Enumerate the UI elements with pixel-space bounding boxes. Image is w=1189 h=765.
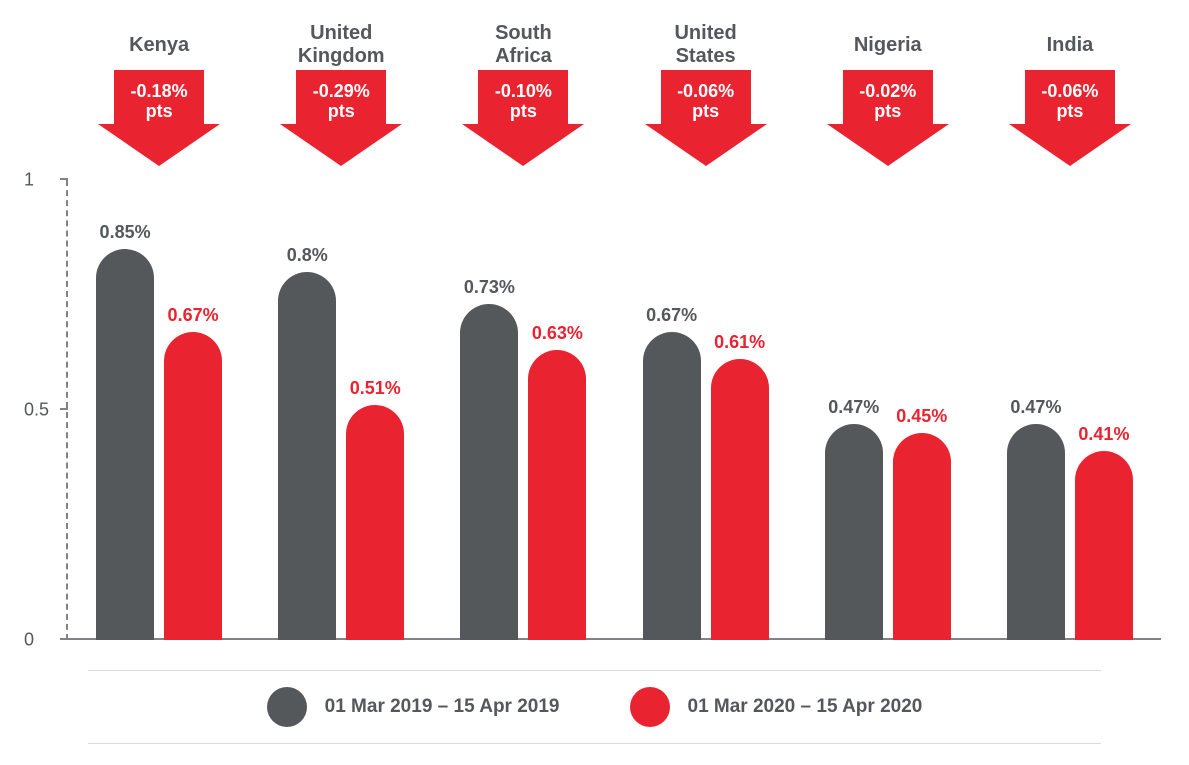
delta-text: -0.02%pts — [827, 82, 949, 122]
y-tick-label: 1 — [24, 170, 34, 191]
delta-value: -0.10% — [495, 81, 552, 101]
bar-chart: Kenya -0.18%pts United Kingdom -0.29%pts… — [18, 20, 1171, 650]
bar-label: 0.63% — [532, 323, 583, 344]
y-tick-mark — [60, 408, 68, 410]
legend-divider — [88, 670, 1101, 671]
bar-label: 0.45% — [896, 406, 947, 427]
delta-value: -0.02% — [859, 81, 916, 101]
legend-item: 01 Mar 2019 – 15 Apr 2019 — [267, 687, 560, 727]
bar-label: 0.67% — [168, 305, 219, 326]
bar-2020: 0.51% — [346, 405, 404, 640]
delta-value: -0.06% — [1041, 81, 1098, 101]
header-cell: United Kingdom -0.29%pts — [250, 20, 432, 172]
delta-unit: pts — [1056, 101, 1083, 121]
legend-item: 01 Mar 2020 – 15 Apr 2020 — [630, 687, 923, 727]
bar-2019: 0.85% — [96, 249, 154, 640]
y-tick-mark — [60, 638, 68, 640]
delta-text: -0.06%pts — [1009, 82, 1131, 122]
bar-label: 0.67% — [646, 305, 697, 326]
delta-value: -0.18% — [131, 81, 188, 101]
bar-2020: 0.61% — [711, 359, 769, 640]
chart-header-row: Kenya -0.18%pts United Kingdom -0.29%pts… — [68, 20, 1161, 172]
header-cell: India -0.06%pts — [979, 20, 1161, 172]
legend-label: 01 Mar 2020 – 15 Apr 2020 — [688, 696, 923, 718]
legend-swatch-icon — [267, 687, 307, 727]
country-label: India — [1047, 20, 1094, 70]
bar-group: 0.47% 0.41% — [979, 180, 1161, 640]
bar-2019: 0.73% — [460, 304, 518, 640]
bar-label: 0.41% — [1078, 424, 1129, 445]
delta-unit: pts — [874, 101, 901, 121]
bar-2019: 0.47% — [825, 424, 883, 640]
bar-label: 0.61% — [714, 332, 765, 353]
delta-text: -0.10%pts — [462, 82, 584, 122]
header-cell: United States -0.06%pts — [615, 20, 797, 172]
country-label: United States — [674, 20, 736, 70]
chart-legend: 01 Mar 2019 – 15 Apr 2019 01 Mar 2020 – … — [88, 670, 1101, 744]
bar-2019: 0.67% — [643, 332, 701, 640]
delta-value: -0.06% — [677, 81, 734, 101]
delta-arrow: -0.10%pts — [462, 70, 584, 166]
header-cell: South Africa -0.10%pts — [432, 20, 614, 172]
delta-unit: pts — [510, 101, 537, 121]
delta-unit: pts — [692, 101, 719, 121]
bar-group: 0.85% 0.67% — [68, 180, 250, 640]
delta-arrow: -0.06%pts — [645, 70, 767, 166]
bar-group: 0.47% 0.45% — [797, 180, 979, 640]
delta-arrow: -0.18%pts — [98, 70, 220, 166]
delta-arrow: -0.06%pts — [1009, 70, 1131, 166]
delta-arrow: -0.29%pts — [280, 70, 402, 166]
delta-value: -0.29% — [313, 81, 370, 101]
delta-text: -0.06%pts — [645, 82, 767, 122]
delta-unit: pts — [328, 101, 355, 121]
y-tick-mark — [60, 178, 68, 180]
legend-swatch-icon — [630, 687, 670, 727]
bar-2020: 0.63% — [528, 350, 586, 640]
bar-group: 0.73% 0.63% — [432, 180, 614, 640]
bar-label: 0.47% — [1010, 397, 1061, 418]
country-label: Kenya — [129, 20, 189, 70]
header-cell: Nigeria -0.02%pts — [797, 20, 979, 172]
delta-text: -0.18%pts — [98, 82, 220, 122]
delta-arrow: -0.02%pts — [827, 70, 949, 166]
delta-text: -0.29%pts — [280, 82, 402, 122]
bar-2019: 0.8% — [278, 272, 336, 640]
bar-label: 0.8% — [287, 245, 328, 266]
bar-2019: 0.47% — [1007, 424, 1065, 640]
country-label: Nigeria — [854, 20, 922, 70]
country-label: United Kingdom — [298, 20, 385, 70]
delta-unit: pts — [146, 101, 173, 121]
header-cell: Kenya -0.18%pts — [68, 20, 250, 172]
bar-label: 0.51% — [350, 378, 401, 399]
country-label: South Africa — [495, 20, 552, 70]
bar-groups: 0.85% 0.67% 0.8% 0.51% 0.73% 0.63% 0.67%… — [68, 180, 1161, 640]
legend-divider — [88, 743, 1101, 744]
bar-2020: 0.45% — [893, 433, 951, 640]
y-tick-label: 0.5 — [24, 400, 49, 421]
legend-label: 01 Mar 2019 – 15 Apr 2019 — [325, 696, 560, 718]
bar-group: 0.8% 0.51% — [250, 180, 432, 640]
bar-2020: 0.67% — [164, 332, 222, 640]
plot-area: 0 0.5 1 0.85% 0.67% 0.8% 0.51% 0.73% 0.6… — [68, 180, 1161, 640]
bar-label: 0.47% — [828, 397, 879, 418]
bar-group: 0.67% 0.61% — [615, 180, 797, 640]
bar-2020: 0.41% — [1075, 451, 1133, 640]
bar-label: 0.73% — [464, 277, 515, 298]
bar-label: 0.85% — [100, 222, 151, 243]
y-tick-label: 0 — [24, 630, 34, 651]
